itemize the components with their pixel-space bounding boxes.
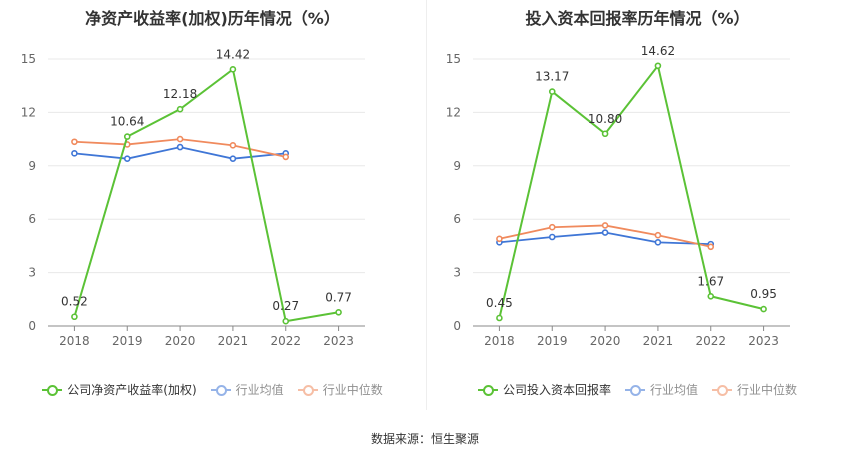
legend-marker-icon — [210, 384, 231, 396]
legend-item-company[interactable]: 公司投入资本回报率 — [477, 381, 611, 398]
data-point — [282, 317, 290, 325]
data-point — [760, 305, 767, 313]
legend-item-company[interactable]: 公司净资产收益率(加权) — [42, 381, 197, 398]
roic-chart-panel: 投入资本回报率历年情况（%） 0 3 6 9 12 15 2018 2019 2020 2021 2… — [425, 0, 850, 420]
data-point — [176, 143, 184, 151]
data-point — [282, 153, 290, 161]
roe-chart-panel: 净资产收益率(加权)历年情况（%） 0 3 6 9 12 15 2018 2019 2020 20… — [0, 0, 425, 420]
y-tick-label: 15 — [21, 52, 36, 66]
y-tick-label: 12 — [446, 105, 461, 119]
x-tick-label: 2018 — [59, 334, 90, 348]
chart-title: 投入资本回报率历年情况（%） — [525, 9, 750, 28]
data-point — [123, 155, 131, 162]
series-line — [73, 67, 339, 323]
data-point — [601, 229, 609, 236]
data-point — [71, 150, 78, 157]
y-tick-label: 9 — [453, 159, 461, 173]
y-tick-label: 6 — [28, 212, 36, 226]
data-point — [654, 62, 662, 70]
data-point — [123, 133, 131, 140]
data-point — [335, 308, 342, 316]
data-point — [548, 88, 556, 95]
legend-label: 行业中位数 — [322, 383, 383, 397]
data-point — [707, 292, 715, 300]
data-point — [71, 138, 78, 146]
data-point — [229, 66, 237, 73]
data-label: 0.95 — [750, 287, 777, 301]
panel-divider — [426, 0, 427, 410]
data-label: 0.52 — [61, 295, 88, 309]
y-tick-label: 0 — [453, 319, 461, 333]
legend-item-industry-mean[interactable]: 行业均值 — [624, 381, 698, 398]
data-label: 0.77 — [325, 290, 352, 304]
data-point — [496, 235, 503, 243]
y-tick-label: 12 — [21, 105, 36, 119]
x-tick-label: 2018 — [484, 334, 515, 348]
data-point — [548, 233, 556, 241]
legend-marker-icon — [297, 384, 318, 396]
data-label: 14.62 — [641, 44, 675, 58]
x-tick-label: 2022 — [270, 334, 301, 348]
chart-legend: 公司投入资本回报率 行业均值 行业中位数 — [425, 381, 850, 398]
chart-legend: 公司净资产收益率(加权) 行业均值 行业中位数 — [0, 381, 425, 398]
y-tick-label: 3 — [453, 266, 461, 280]
x-tick-label: 2020 — [165, 334, 196, 348]
y-tick-label: 9 — [28, 159, 36, 173]
data-point — [229, 155, 237, 162]
series-line — [498, 63, 764, 319]
data-label: 0.45 — [486, 296, 513, 310]
data-point — [601, 130, 609, 138]
data-label: 0.27 — [272, 299, 299, 313]
legend-label: 公司净资产收益率(加权) — [67, 383, 197, 397]
data-point — [601, 222, 609, 229]
data-label: 12.18 — [163, 87, 197, 101]
x-tick-label: 2023 — [748, 334, 779, 348]
data-label: 10.64 — [110, 115, 144, 129]
x-tick-label: 2021 — [643, 334, 674, 348]
data-point — [654, 239, 662, 246]
data-point — [496, 314, 503, 322]
legend-item-industry-mean[interactable]: 行业均值 — [210, 381, 284, 398]
y-tick-label: 0 — [28, 319, 36, 333]
data-label: 13.17 — [535, 70, 569, 84]
x-tick-label: 2020 — [590, 334, 621, 348]
data-label: 14.42 — [216, 47, 250, 61]
x-tick-label: 2019 — [537, 334, 568, 348]
y-tick-label: 15 — [446, 52, 461, 66]
data-label: 1.67 — [697, 274, 724, 288]
data-point — [707, 243, 715, 251]
data-point — [229, 142, 237, 149]
legend-label: 行业均值 — [235, 383, 284, 397]
data-point — [548, 223, 556, 231]
legend-marker-icon — [42, 384, 63, 396]
data-point — [654, 231, 662, 239]
data-point — [176, 105, 184, 113]
data-point — [71, 313, 78, 321]
legend-marker-icon — [477, 384, 498, 396]
data-point — [176, 135, 184, 143]
y-tick-label: 6 — [453, 212, 461, 226]
x-tick-label: 2019 — [112, 334, 143, 348]
legend-marker-icon — [624, 384, 645, 396]
legend-item-industry-median[interactable]: 行业中位数 — [712, 381, 797, 398]
roic-line-chart: 0 3 6 9 12 15 2018 2019 2020 2021 2022 2023 0.45 13.1… — [446, 44, 790, 348]
legend-marker-icon — [712, 384, 732, 396]
legend-item-industry-median[interactable]: 行业中位数 — [297, 381, 383, 398]
x-tick-label: 2021 — [218, 334, 249, 348]
data-label: 10.80 — [588, 112, 622, 126]
legend-label: 行业中位数 — [737, 383, 798, 397]
legend-label: 公司投入资本回报率 — [502, 383, 611, 397]
x-tick-label: 2023 — [323, 334, 354, 348]
y-tick-label: 3 — [28, 266, 36, 280]
legend-label: 行业均值 — [649, 383, 698, 397]
x-tick-label: 2022 — [695, 334, 726, 348]
chart-title: 净资产收益率(加权)历年情况（%） — [85, 9, 340, 28]
data-source-note: 数据来源：恒生聚源 — [370, 432, 479, 446]
roe-line-chart: 0 3 6 9 12 15 2018 2019 2020 2021 2022 2023 0.52 10.6… — [21, 47, 365, 348]
